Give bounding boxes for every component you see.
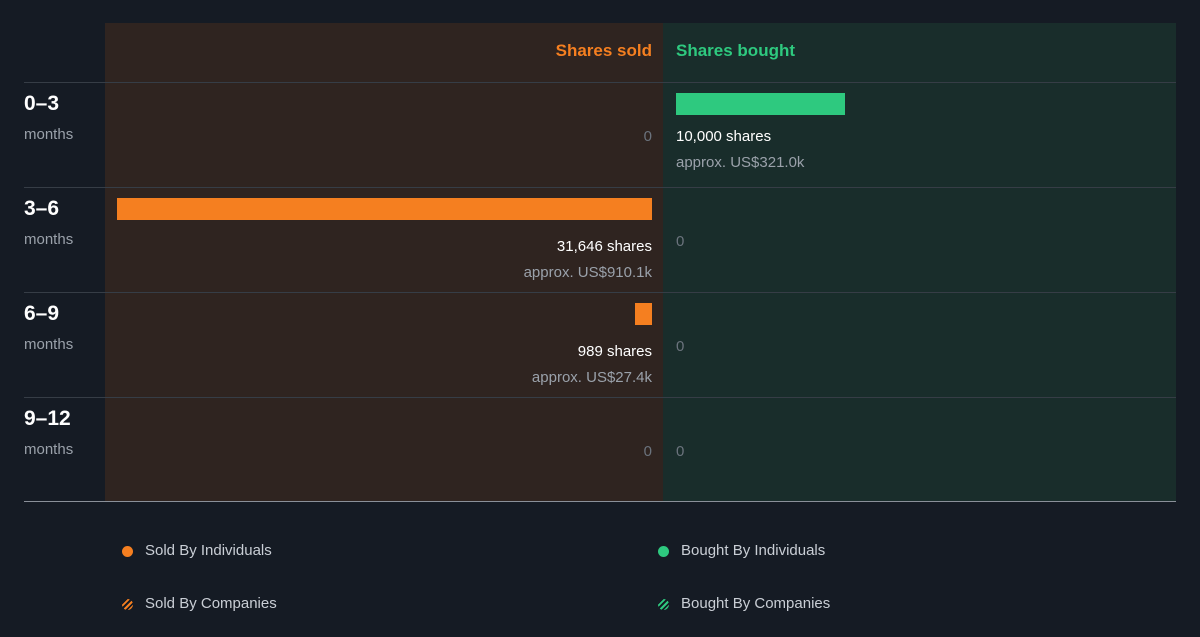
legend-item: Sold By Individuals <box>122 542 272 560</box>
bought-zero-label: 0 <box>676 233 685 250</box>
legend-label: Sold By Companies <box>145 595 277 612</box>
sold-shares-label: 31,646 shares <box>556 238 652 255</box>
period-label: 0–3 <box>24 92 60 115</box>
period-unit-label: months <box>24 126 74 143</box>
bought-shares-label: 10,000 shares <box>676 128 772 145</box>
row-divider <box>24 82 1176 83</box>
shares-sold-header: Shares sold <box>555 41 652 60</box>
period-label: 6–9 <box>24 302 60 325</box>
sold-value-label: approx. US$27.4k <box>531 369 652 386</box>
sold-shares-label: 989 shares <box>577 343 652 360</box>
period-unit-label: months <box>24 441 74 458</box>
legend-item: Bought By Companies <box>658 595 830 613</box>
bought-zero-label: 0 <box>676 338 685 355</box>
sold-bar <box>635 303 652 325</box>
legend-hatch-icon <box>658 598 669 610</box>
sold-value-label: approx. US$910.1k <box>523 264 652 281</box>
legend-dot-icon <box>658 545 669 557</box>
sold-zero-label: 0 <box>643 443 652 460</box>
legend-label: Bought By Companies <box>681 595 831 612</box>
bought-zero-label: 0 <box>676 443 685 460</box>
legend-item: Sold By Companies <box>122 595 277 613</box>
x-axis-line <box>24 501 1176 502</box>
legend-hatch-icon <box>122 598 133 610</box>
row-divider <box>24 397 1176 398</box>
legend-dot-icon <box>122 545 133 557</box>
legend-item: Bought By Individuals <box>658 542 825 560</box>
bought-value-label: approx. US$321.0k <box>676 154 805 171</box>
legend-label: Sold By Individuals <box>145 542 272 559</box>
period-unit-label: months <box>24 336 74 353</box>
shares-bought-header: Shares bought <box>676 41 796 60</box>
row-divider <box>24 292 1176 293</box>
legend-label: Bought By Individuals <box>681 542 826 559</box>
period-unit-label: months <box>24 231 74 248</box>
period-label: 9–12 <box>24 407 71 430</box>
row-divider <box>24 187 1176 188</box>
period-label: 3–6 <box>24 197 60 220</box>
sold-panel <box>105 23 663 501</box>
sold-zero-label: 0 <box>643 128 652 145</box>
bought-bar <box>676 93 845 115</box>
sold-bar <box>117 198 652 220</box>
